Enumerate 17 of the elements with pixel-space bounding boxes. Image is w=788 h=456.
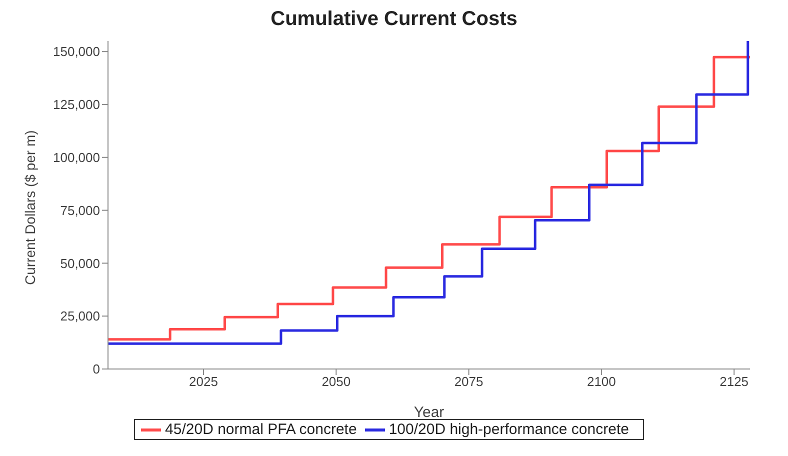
y-tick-label: 125,000: [53, 97, 100, 112]
x-tick-label: 2075: [454, 374, 484, 390]
y-tick-label: 25,000: [60, 308, 100, 324]
legend-label: 45/20D normal PFA concrete: [164, 421, 357, 438]
y-axis-title: Current Dollars ($ per m): [22, 130, 38, 285]
y-tick-label: 50,000: [60, 256, 100, 271]
chart-title: Cumulative Current Costs: [270, 8, 518, 31]
y-tick-label: 150,000: [53, 44, 100, 60]
x-axis-title: Year: [414, 404, 444, 421]
y-tick-label: 75,000: [60, 202, 100, 218]
x-tick-label: 2100: [586, 374, 616, 390]
y-tick-label: 0: [92, 362, 100, 377]
x-tick-label: 2050: [322, 374, 351, 390]
y-tick-label: 100,000: [53, 150, 100, 165]
x-tick-label: 2025: [189, 374, 218, 390]
legend-label: 100/20D high-performance concrete: [388, 421, 629, 438]
x-tick-label: 2125: [720, 374, 749, 390]
